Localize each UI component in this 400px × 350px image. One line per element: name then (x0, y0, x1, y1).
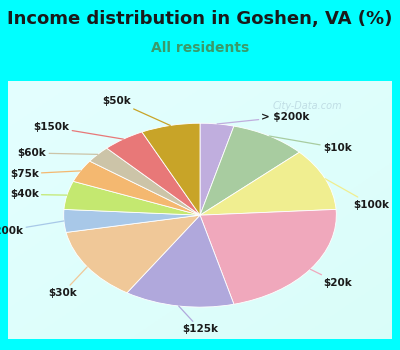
Text: $100k: $100k (325, 178, 390, 210)
Wedge shape (200, 123, 234, 215)
Text: All residents: All residents (151, 41, 249, 55)
Text: $10k: $10k (269, 136, 352, 153)
Text: $20k: $20k (310, 269, 352, 287)
Wedge shape (200, 209, 336, 304)
Wedge shape (142, 123, 200, 215)
Wedge shape (200, 152, 336, 215)
Text: $60k: $60k (18, 148, 98, 158)
Text: Income distribution in Goshen, VA (%): Income distribution in Goshen, VA (%) (7, 10, 393, 28)
Text: City-Data.com: City-Data.com (273, 102, 342, 111)
Wedge shape (107, 132, 200, 215)
Wedge shape (90, 148, 200, 215)
Wedge shape (64, 209, 200, 232)
Wedge shape (127, 215, 234, 307)
Text: $50k: $50k (102, 96, 170, 125)
Wedge shape (64, 181, 200, 215)
Text: $150k: $150k (34, 122, 123, 139)
Text: $125k: $125k (179, 306, 218, 334)
Text: $75k: $75k (10, 169, 80, 179)
Wedge shape (73, 161, 200, 215)
Text: $40k: $40k (10, 189, 67, 200)
Text: > $200k: > $200k (217, 112, 310, 124)
Wedge shape (200, 126, 299, 215)
Text: $30k: $30k (48, 267, 87, 298)
Wedge shape (66, 215, 200, 293)
Text: $200k: $200k (0, 221, 64, 236)
